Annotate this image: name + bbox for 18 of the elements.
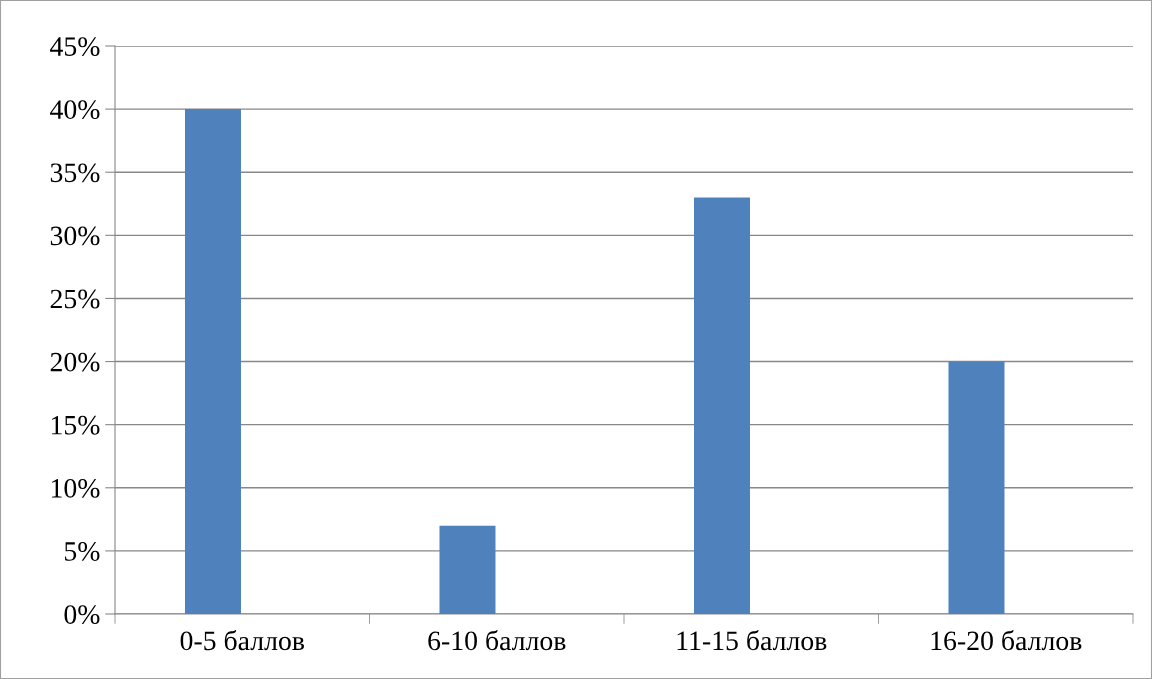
- y-tick-label: 20%: [50, 352, 100, 372]
- bar: [439, 525, 496, 614]
- bar: [184, 109, 241, 614]
- y-tick-label: 25%: [50, 289, 100, 309]
- bar: [693, 197, 750, 614]
- x-tick-label: 11-15 баллов: [677, 630, 827, 651]
- y-tick-label: 15%: [51, 415, 100, 435]
- y-tick-label: 0%: [64, 605, 100, 624]
- bar: [948, 361, 1005, 614]
- y-tick-label: 45%: [50, 37, 100, 56]
- x-tick-label: 0-5 баллов: [180, 630, 304, 651]
- x-tick-label: 16-20 баллов: [931, 630, 1082, 651]
- y-tick-label: 35%: [50, 163, 100, 183]
- y-tick-label: 5%: [65, 542, 100, 561]
- y-tick-label: 30%: [50, 226, 100, 246]
- y-tick-label: 40%: [50, 100, 100, 120]
- y-tick-label: 10%: [51, 478, 100, 498]
- x-tick-label: 6-10 баллов: [428, 630, 566, 651]
